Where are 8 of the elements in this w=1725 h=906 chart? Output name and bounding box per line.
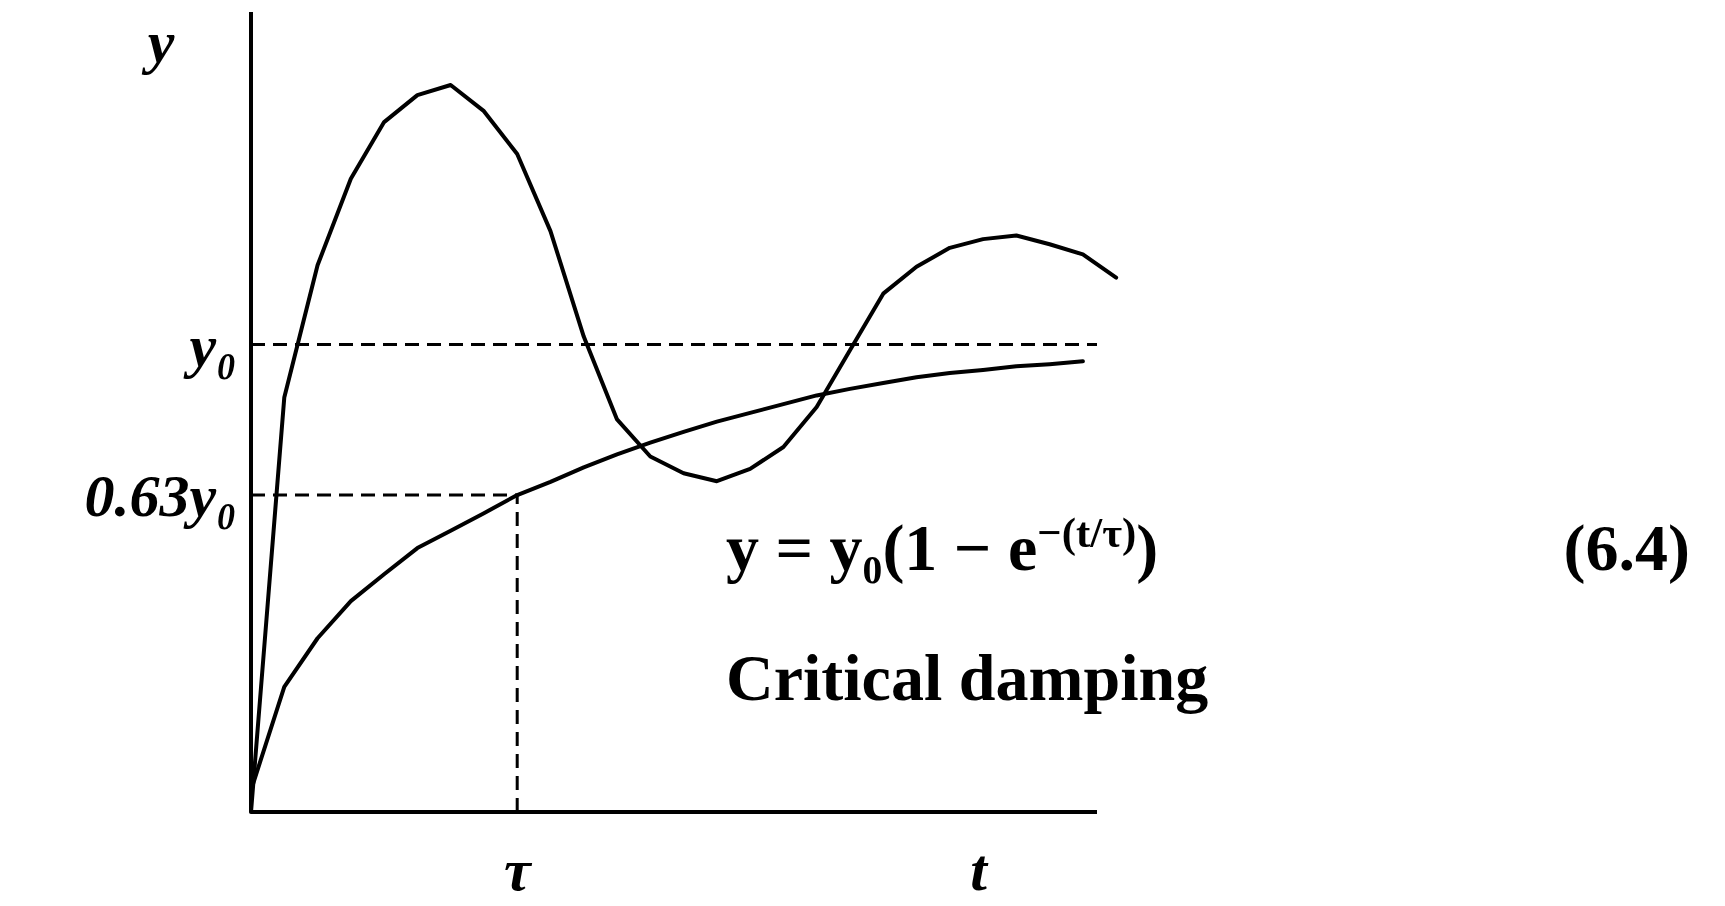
y-axis-title: y xyxy=(141,9,175,75)
ref-line-label: 0.63y₀ xyxy=(84,463,237,531)
ref-line-label: y₀ xyxy=(183,312,237,380)
x-axis-title: t xyxy=(970,837,990,903)
annotation: y = y₀(1 − e$^{−(t/τ)}$) xyxy=(726,508,1159,585)
text: (6.4) xyxy=(1563,511,1690,585)
annotation: Critical damping xyxy=(726,641,1209,714)
text: τ xyxy=(503,837,533,903)
